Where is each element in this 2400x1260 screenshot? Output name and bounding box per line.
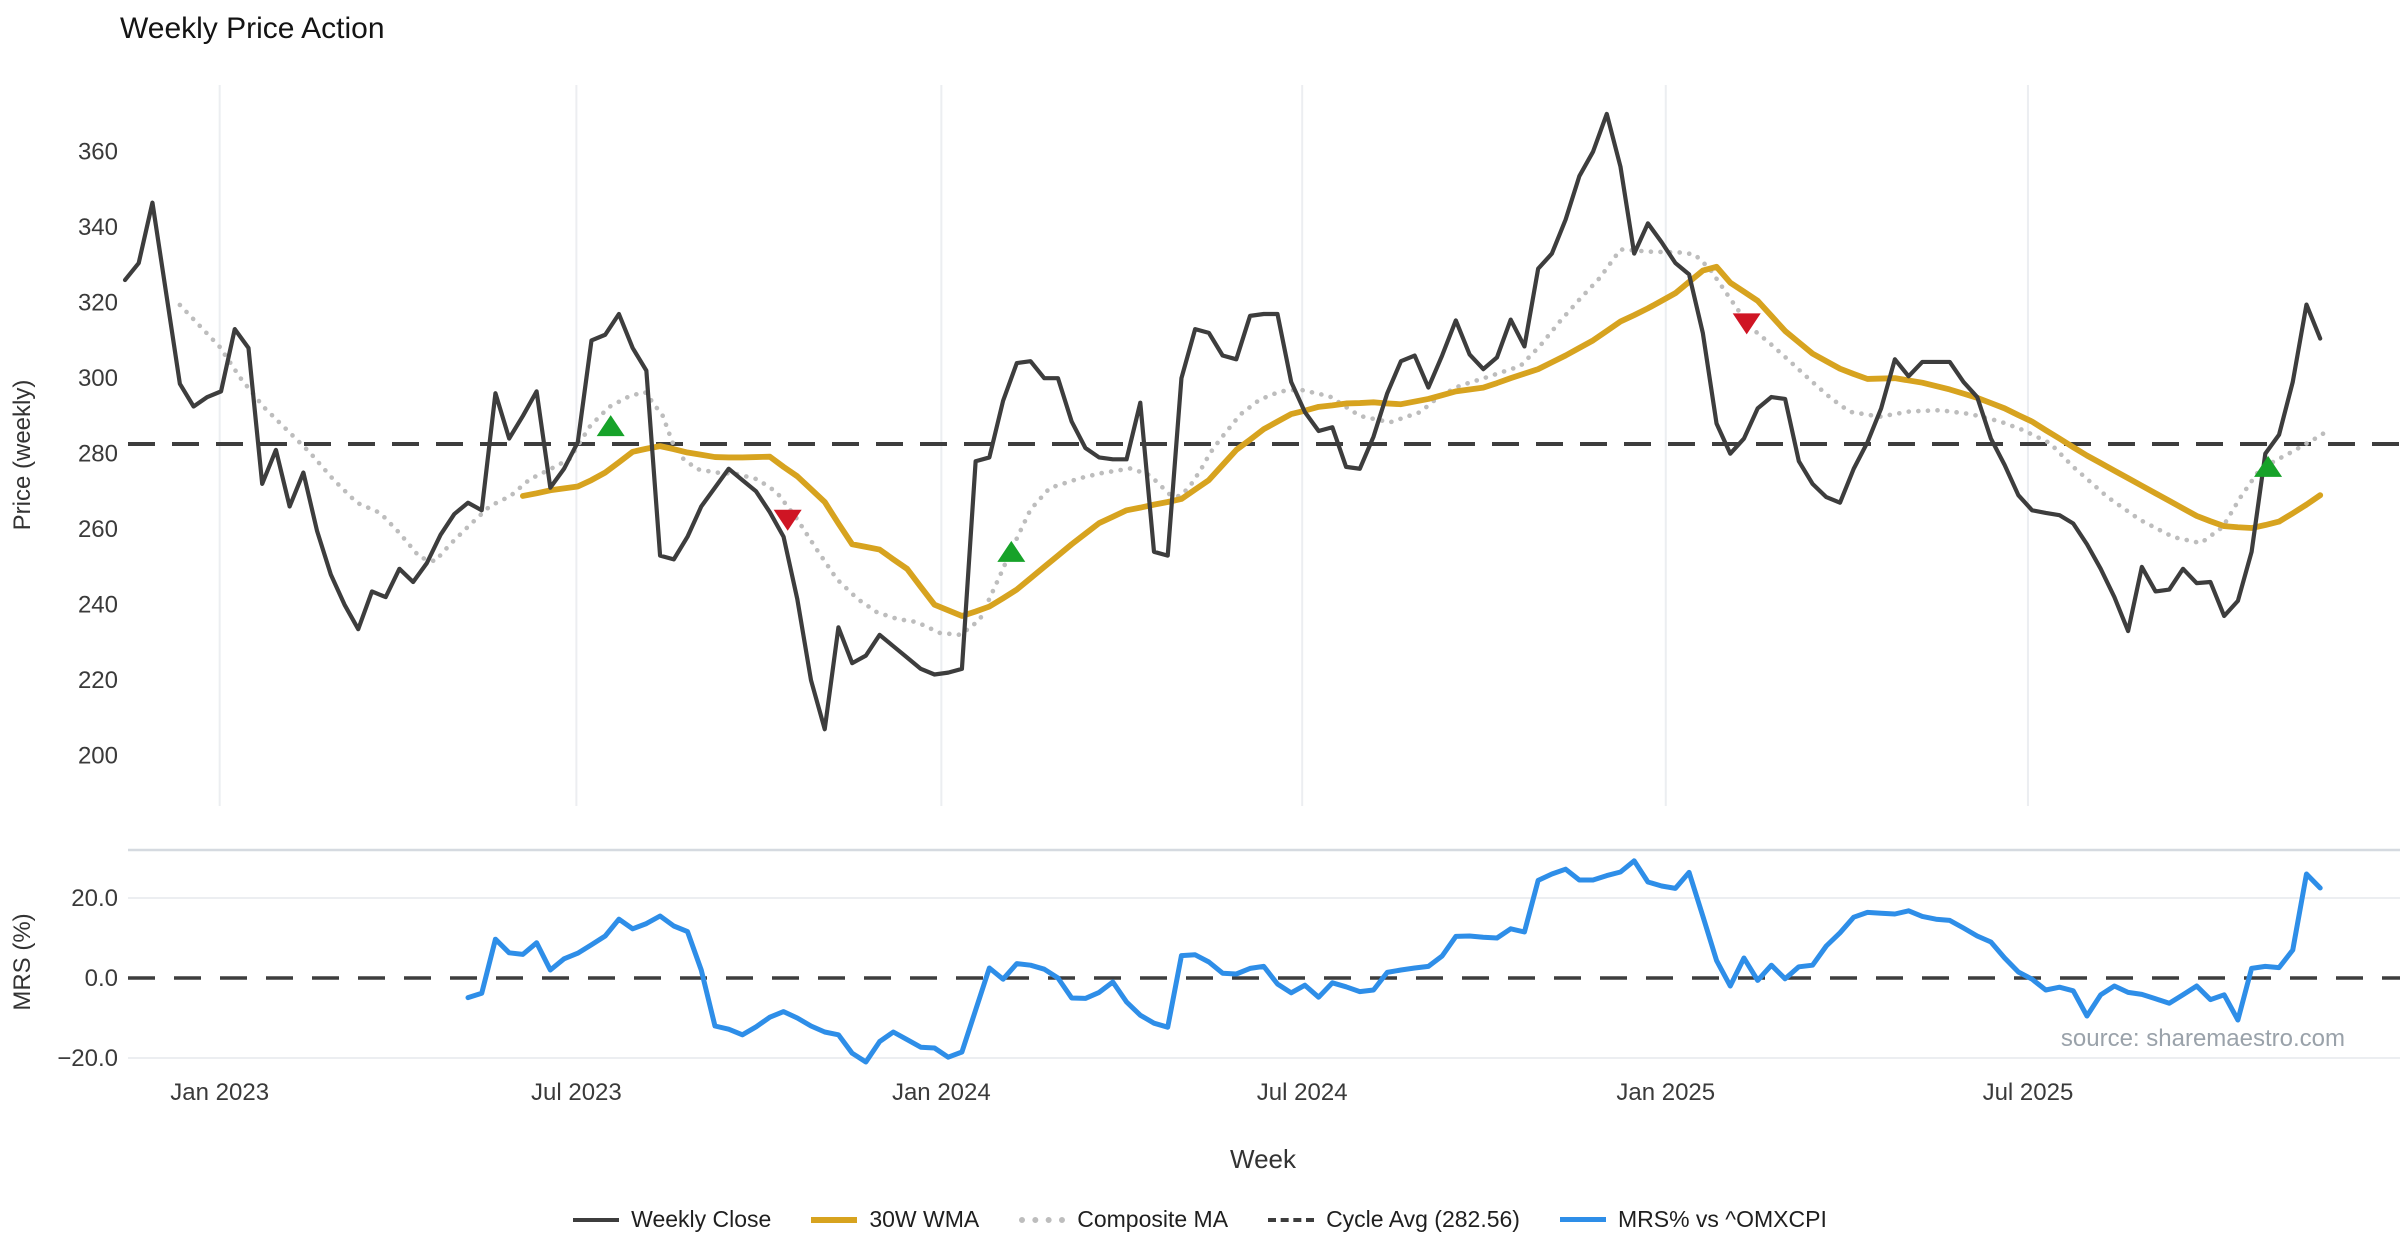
x-axis-title: Week: [1230, 1144, 1297, 1174]
price-axis-tick-labels: 200 220 240 260 280 300 320 340 360: [78, 139, 118, 770]
price-tick-label: 340: [78, 214, 118, 241]
x-tick-label: Jan 2024: [892, 1079, 991, 1106]
legend-label: Weekly Close: [631, 1206, 772, 1232]
x-tick-label: Jan 2025: [1616, 1079, 1715, 1106]
mrs-tick-label: 0.0: [85, 965, 118, 992]
price-tick-label: 220: [78, 667, 118, 694]
buy-triangle-icon: [997, 540, 1026, 562]
price-tick-label: 320: [78, 290, 118, 317]
x-tick-label: Jul 2024: [1257, 1079, 1348, 1106]
legend-swatch-icon: [1019, 1216, 1066, 1223]
legend-swatch-icon: [1268, 1217, 1315, 1222]
legend-swatch-icon: [1559, 1217, 1606, 1222]
sell-triangle-icon: [1732, 313, 1761, 335]
price-tick-label: 240: [78, 592, 118, 619]
legend-swatch-icon: [573, 1217, 620, 1222]
price-tick-label: 280: [78, 441, 118, 468]
price-tick-label: 360: [78, 139, 118, 166]
legend-label: 30W WMA: [869, 1206, 980, 1232]
buy-triangle-icon: [2254, 455, 2283, 477]
price-tick-label: 200: [78, 743, 118, 770]
x-axis-tick-labels: Jan 2023 Jul 2023 Jan 2024 Jul 2024 Jan 2025…: [170, 1079, 2073, 1106]
legend-item-cycle-avg-282-56-: Cycle Avg (282.56): [1268, 1206, 1520, 1233]
legend-item-mrs-vs-omxcpi: MRS% vs ^OMXCPI: [1559, 1206, 1827, 1233]
sell-signal-markers: [773, 313, 1761, 531]
sell-triangle-icon: [773, 509, 802, 531]
mrs-tick-label: −20.0: [57, 1045, 118, 1072]
legend-label: Cycle Avg (282.56): [1326, 1206, 1520, 1232]
price-tick-label: 300: [78, 365, 118, 392]
buy-signal-markers: [596, 415, 2283, 562]
mrs-axis-tick-labels: −20.0 0.0 20.0: [57, 885, 118, 1072]
buy-triangle-icon: [596, 415, 625, 437]
mrs-line: [465, 858, 2323, 1065]
legend-item-composite-ma: Composite MA: [1019, 1206, 1228, 1233]
legend-swatch-icon: [811, 1216, 858, 1223]
legend-label: MRS% vs ^OMXCPI: [1617, 1206, 1827, 1232]
composite-ma-line: [177, 247, 2327, 638]
price-axis-title: Price (weekly): [9, 380, 36, 531]
wma-30w-line: [519, 263, 2324, 619]
mrs-gridlines: [128, 897, 2400, 1059]
legend-item-weekly-close: Weekly Close: [573, 1206, 771, 1233]
chart-title: Weekly Price Action: [120, 12, 385, 45]
chart-legend: Weekly Close 30W WMA Composite MA Cycle Avg…: [0, 1206, 2400, 1233]
mrs-tick-label: 20.0: [71, 885, 118, 912]
x-tick-label: Jul 2023: [531, 1079, 622, 1106]
source-watermark: source: sharemaestro.com: [2061, 1025, 2345, 1052]
legend-label: Composite MA: [1077, 1206, 1229, 1232]
mrs-axis-title: MRS (%): [9, 913, 36, 1010]
x-tick-label: Jul 2025: [1983, 1079, 2074, 1106]
legend-item-30w-wma: 30W WMA: [811, 1206, 979, 1233]
price-tick-label: 260: [78, 516, 118, 543]
weekly-close-line: [122, 111, 2323, 732]
x-tick-label: Jan 2023: [170, 1079, 269, 1106]
